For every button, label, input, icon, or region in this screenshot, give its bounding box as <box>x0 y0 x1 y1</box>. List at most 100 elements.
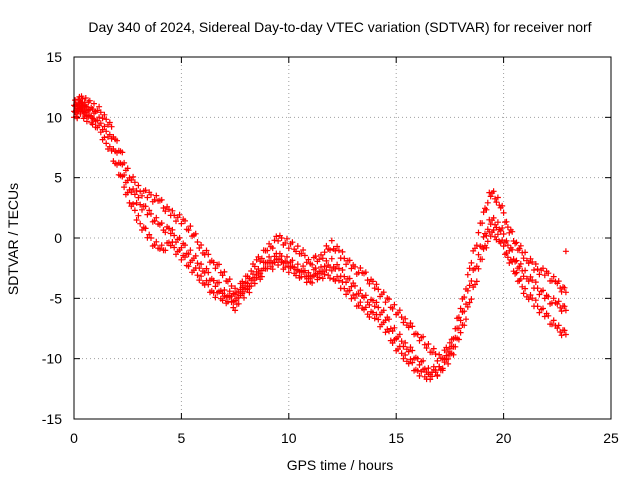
data-point <box>561 284 568 291</box>
data-point <box>130 186 137 192</box>
data-point <box>425 371 432 378</box>
data-point <box>398 314 405 321</box>
data-point <box>405 360 412 367</box>
data-point <box>137 201 144 208</box>
data-point <box>352 263 358 270</box>
data-point <box>355 302 362 309</box>
data-point <box>509 228 516 235</box>
data-point <box>480 233 487 240</box>
data-point <box>72 97 79 104</box>
data-point <box>328 267 335 274</box>
data-point <box>423 345 430 351</box>
data-point <box>221 293 228 300</box>
data-point <box>187 247 194 254</box>
data-point <box>475 251 482 258</box>
data-point <box>369 309 376 316</box>
data-point <box>203 247 210 254</box>
data-point <box>450 351 457 358</box>
data-point <box>561 327 568 334</box>
data-point <box>334 243 341 250</box>
data-point <box>562 331 569 338</box>
data-point <box>144 211 151 218</box>
data-point <box>494 231 501 238</box>
data-point <box>503 250 510 256</box>
data-point <box>153 192 160 199</box>
data-point <box>346 287 353 294</box>
y-tick-label: 0 <box>54 230 62 246</box>
data-point <box>534 285 541 292</box>
data-point <box>203 277 210 284</box>
data-point <box>425 341 432 347</box>
data-point <box>396 343 403 350</box>
data-point <box>198 261 205 268</box>
data-point <box>468 278 475 284</box>
data-point <box>529 277 536 284</box>
data-point <box>124 177 131 184</box>
data-point <box>312 271 319 278</box>
data-point <box>319 275 326 282</box>
data-point <box>443 344 450 351</box>
data-point <box>400 355 407 362</box>
data-point <box>490 227 497 233</box>
data-point <box>335 265 342 272</box>
data-point <box>312 265 319 272</box>
data-point <box>309 279 316 286</box>
data-point <box>135 194 142 201</box>
data-point <box>294 267 301 274</box>
data-point <box>316 256 323 263</box>
data-point <box>473 242 480 249</box>
data-point <box>176 211 183 218</box>
data-point <box>371 315 378 322</box>
data-point <box>312 253 319 260</box>
data-point <box>241 294 247 301</box>
x-tick-label: 25 <box>603 430 619 446</box>
data-point <box>142 225 149 232</box>
data-point <box>525 296 532 303</box>
data-point <box>171 232 178 239</box>
data-point <box>219 272 226 279</box>
y-tick-label: -5 <box>50 290 63 306</box>
data-point <box>503 237 510 244</box>
data-point <box>264 247 271 254</box>
data-point <box>327 247 333 253</box>
data-point <box>468 296 475 303</box>
data-point <box>81 113 88 119</box>
data-point <box>185 227 192 234</box>
data-point <box>221 268 228 275</box>
data-point <box>285 269 292 276</box>
data-point <box>173 218 179 225</box>
data-point <box>255 272 262 278</box>
data-point <box>416 361 423 368</box>
data-point <box>294 243 301 250</box>
data-point <box>369 297 376 304</box>
data-point <box>473 278 480 285</box>
data-point <box>148 210 154 217</box>
data-point <box>550 295 557 302</box>
data-point <box>319 255 326 262</box>
data-point <box>472 281 478 288</box>
data-point <box>534 266 541 273</box>
data-point <box>216 279 222 286</box>
data-point <box>341 273 348 280</box>
data-point <box>248 283 255 289</box>
data-point <box>421 341 428 348</box>
data-point <box>89 121 96 128</box>
data-point <box>328 255 335 262</box>
data-point <box>96 103 103 110</box>
data-point <box>522 267 529 274</box>
data-point <box>323 257 330 264</box>
data-point <box>335 247 342 254</box>
data-point <box>391 324 398 331</box>
data-point <box>373 311 380 318</box>
data-point <box>475 265 482 272</box>
data-point <box>532 297 539 304</box>
data-point <box>74 115 81 122</box>
data-point <box>94 107 101 114</box>
data-point <box>534 303 541 310</box>
data-point <box>275 262 282 268</box>
data-point <box>500 243 507 250</box>
data-point <box>198 242 205 248</box>
data-point <box>130 201 137 208</box>
data-point <box>479 256 486 263</box>
